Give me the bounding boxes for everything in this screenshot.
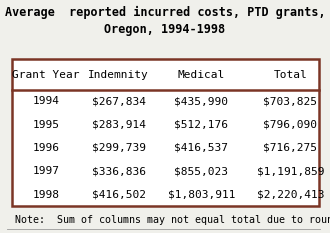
Text: $512,176: $512,176 <box>174 120 228 130</box>
Text: Grant Year: Grant Year <box>13 70 80 79</box>
Text: 1997: 1997 <box>33 166 60 176</box>
Text: Indemnity: Indemnity <box>88 70 149 79</box>
Text: $299,739: $299,739 <box>92 143 146 153</box>
Text: $2,220,413: $2,220,413 <box>257 190 324 199</box>
Text: Note:  Sum of columns may not equal total due to rounding.: Note: Sum of columns may not equal total… <box>15 215 330 225</box>
Text: $435,990: $435,990 <box>174 96 228 106</box>
Text: 1998: 1998 <box>33 190 60 199</box>
Text: 1996: 1996 <box>33 143 60 153</box>
Text: 1994: 1994 <box>33 96 60 106</box>
Text: Oregon, 1994-1998: Oregon, 1994-1998 <box>104 23 226 36</box>
Text: 1995: 1995 <box>33 120 60 130</box>
Text: $1,191,859: $1,191,859 <box>257 166 324 176</box>
Text: $416,537: $416,537 <box>174 143 228 153</box>
Text: Average  reported incurred costs, PTD grants,: Average reported incurred costs, PTD gra… <box>5 6 325 19</box>
Text: Medical: Medical <box>178 70 225 79</box>
FancyBboxPatch shape <box>12 59 319 206</box>
Text: $267,834: $267,834 <box>92 96 146 106</box>
Text: $796,090: $796,090 <box>263 120 317 130</box>
Text: Total: Total <box>274 70 307 79</box>
Text: $716,275: $716,275 <box>263 143 317 153</box>
Text: $1,803,911: $1,803,911 <box>168 190 235 199</box>
Text: $416,502: $416,502 <box>92 190 146 199</box>
Text: $336,836: $336,836 <box>92 166 146 176</box>
Text: $703,825: $703,825 <box>263 96 317 106</box>
Text: $283,914: $283,914 <box>92 120 146 130</box>
Text: $855,023: $855,023 <box>174 166 228 176</box>
